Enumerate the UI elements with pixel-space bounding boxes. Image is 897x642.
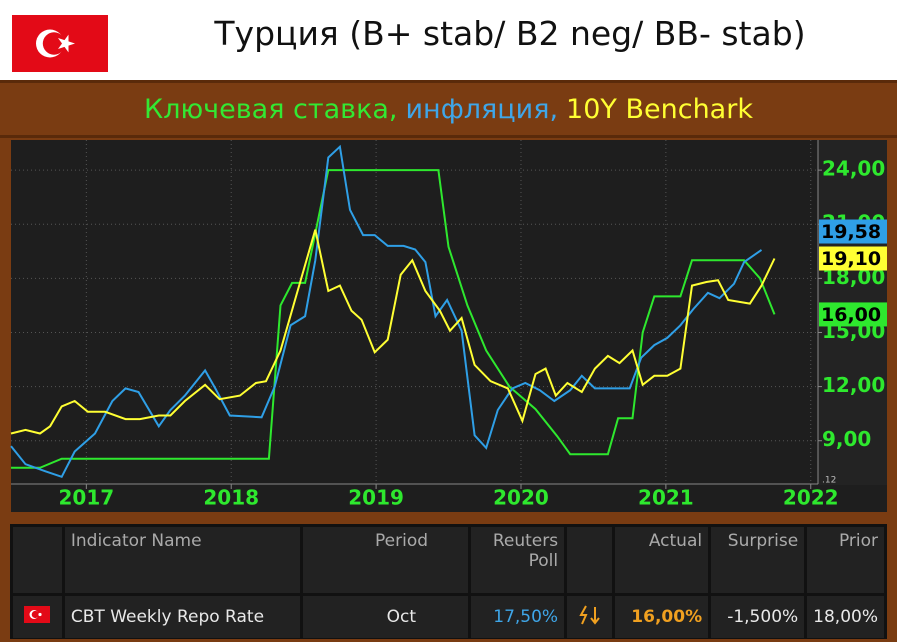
- last-value-label: 19,58: [821, 221, 881, 243]
- subtitle-band: Ключевая ставка, инфляция, 10Y Benchark: [0, 80, 897, 138]
- annotation: .12: [822, 476, 836, 486]
- last-value-box: [819, 219, 887, 244]
- header-row: Indicator Name Period Reuters Poll Actua…: [13, 527, 884, 593]
- indicator-table: Indicator Name Period Reuters Poll Actua…: [10, 524, 887, 641]
- chart-background: [11, 140, 887, 512]
- last-value-label: 16,00: [821, 304, 881, 326]
- header-cell: Prior: [807, 527, 884, 593]
- subtitle: Ключевая ставка, инфляция, 10Y Benchark: [0, 94, 897, 125]
- y-tick-label: 12,00: [822, 373, 885, 397]
- data-row: CBT Weekly Repo Rate Oct 17,50% 16,00% -…: [13, 596, 884, 638]
- x-tick-label: 2019: [348, 486, 404, 510]
- x-tick-label: 2020: [493, 486, 549, 510]
- header-cell: Surprise: [711, 527, 805, 593]
- subtitle-part: инфляция,: [405, 94, 559, 125]
- subtitle-part: Ключевая ставка,: [144, 94, 398, 125]
- series-line: [10, 229, 776, 435]
- x-tick-label: 2021: [638, 486, 694, 510]
- header: Турция (B+ stab/ B2 neg/ BB- stab): [0, 0, 897, 80]
- cell: 17,50%: [471, 596, 565, 638]
- x-tick-label: 2017: [59, 486, 115, 510]
- subtitle-part: 10Y Benchark: [566, 94, 753, 125]
- cell: 16,00%: [615, 596, 709, 638]
- cell: CBT Weekly Repo Rate: [64, 596, 300, 638]
- last-value-box: [819, 246, 887, 271]
- surprise-icon: [578, 605, 600, 625]
- y-tick-label: 9,00: [822, 427, 871, 451]
- turkey-flag-small: [24, 606, 51, 623]
- flag-cell: [13, 527, 62, 593]
- header-cell: Period: [302, 527, 469, 593]
- x-tick-label: 2022: [783, 486, 839, 510]
- header-cell: Reuters Poll: [471, 527, 565, 593]
- x-tick-label: 2018: [203, 486, 259, 510]
- icon-cell: [567, 596, 613, 638]
- last-value-box: [819, 302, 887, 327]
- y-tick-label: 24,00: [822, 157, 885, 181]
- title: Турция (B+ stab/ B2 neg/ BB- stab): [214, 14, 806, 53]
- table: Indicator Name Period Reuters Poll Actua…: [10, 524, 887, 639]
- header-cell: Actual: [615, 527, 709, 593]
- last-value-label: 19,10: [821, 248, 881, 270]
- chart: 2017 2018 2019 2020 2021 20229,0012,0015,0018…: [10, 140, 887, 512]
- header-text: Reuters Poll: [492, 531, 559, 571]
- turkey-flag: [12, 15, 108, 72]
- icon-cell: [567, 527, 613, 593]
- series-line: [11, 169, 776, 469]
- header-cell: Indicator Name: [64, 527, 300, 593]
- cell: 18,00%: [807, 596, 884, 638]
- series-line: [10, 144, 763, 479]
- flag-cell: [13, 596, 62, 638]
- cell: Oct: [302, 596, 469, 638]
- cell: -1,500%: [711, 596, 805, 638]
